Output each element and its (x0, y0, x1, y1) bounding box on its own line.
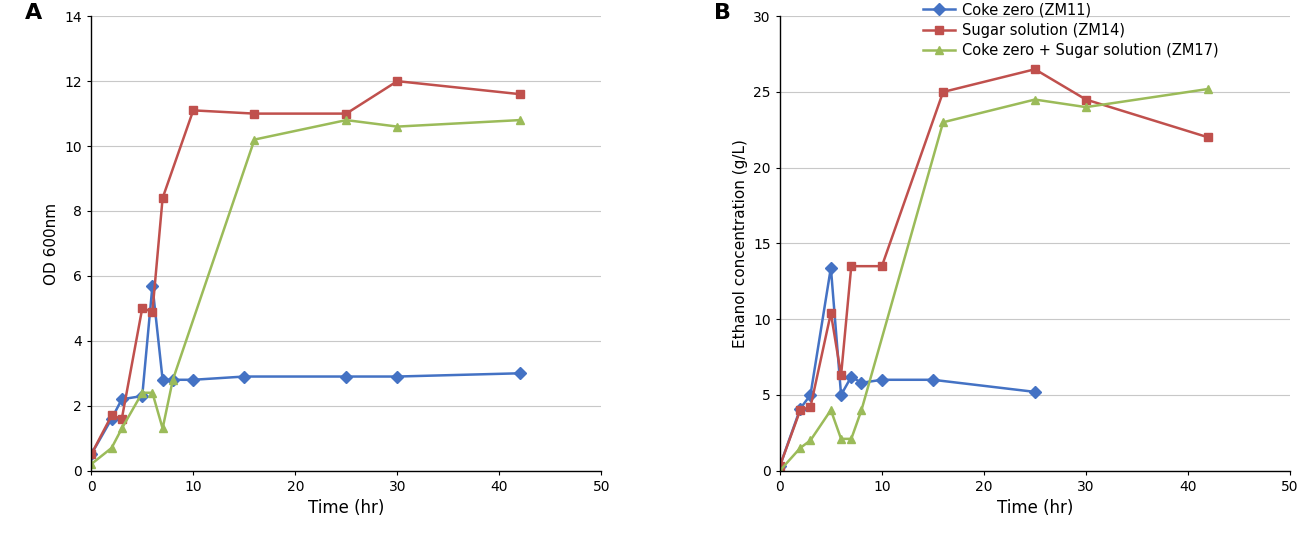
X-axis label: Time (hr): Time (hr) (308, 499, 384, 517)
Y-axis label: OD 600nm: OD 600nm (44, 202, 59, 285)
Y-axis label: Ethanol concentration (g/L): Ethanol concentration (g/L) (732, 139, 748, 348)
Text: A: A (25, 3, 42, 23)
Text: B: B (714, 3, 731, 23)
X-axis label: Time (hr): Time (hr) (997, 499, 1074, 517)
Legend: Coke zero (ZM11), Sugar solution (ZM14), Coke zero + Sugar solution (ZM17): Coke zero (ZM11), Sugar solution (ZM14),… (923, 3, 1218, 58)
